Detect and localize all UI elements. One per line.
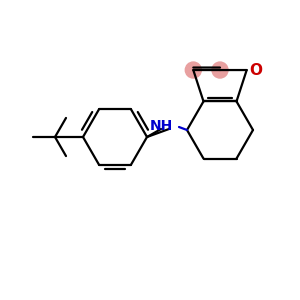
Text: O: O [250,62,263,77]
Text: NH: NH [150,119,173,133]
Circle shape [212,62,228,78]
Circle shape [185,62,201,78]
